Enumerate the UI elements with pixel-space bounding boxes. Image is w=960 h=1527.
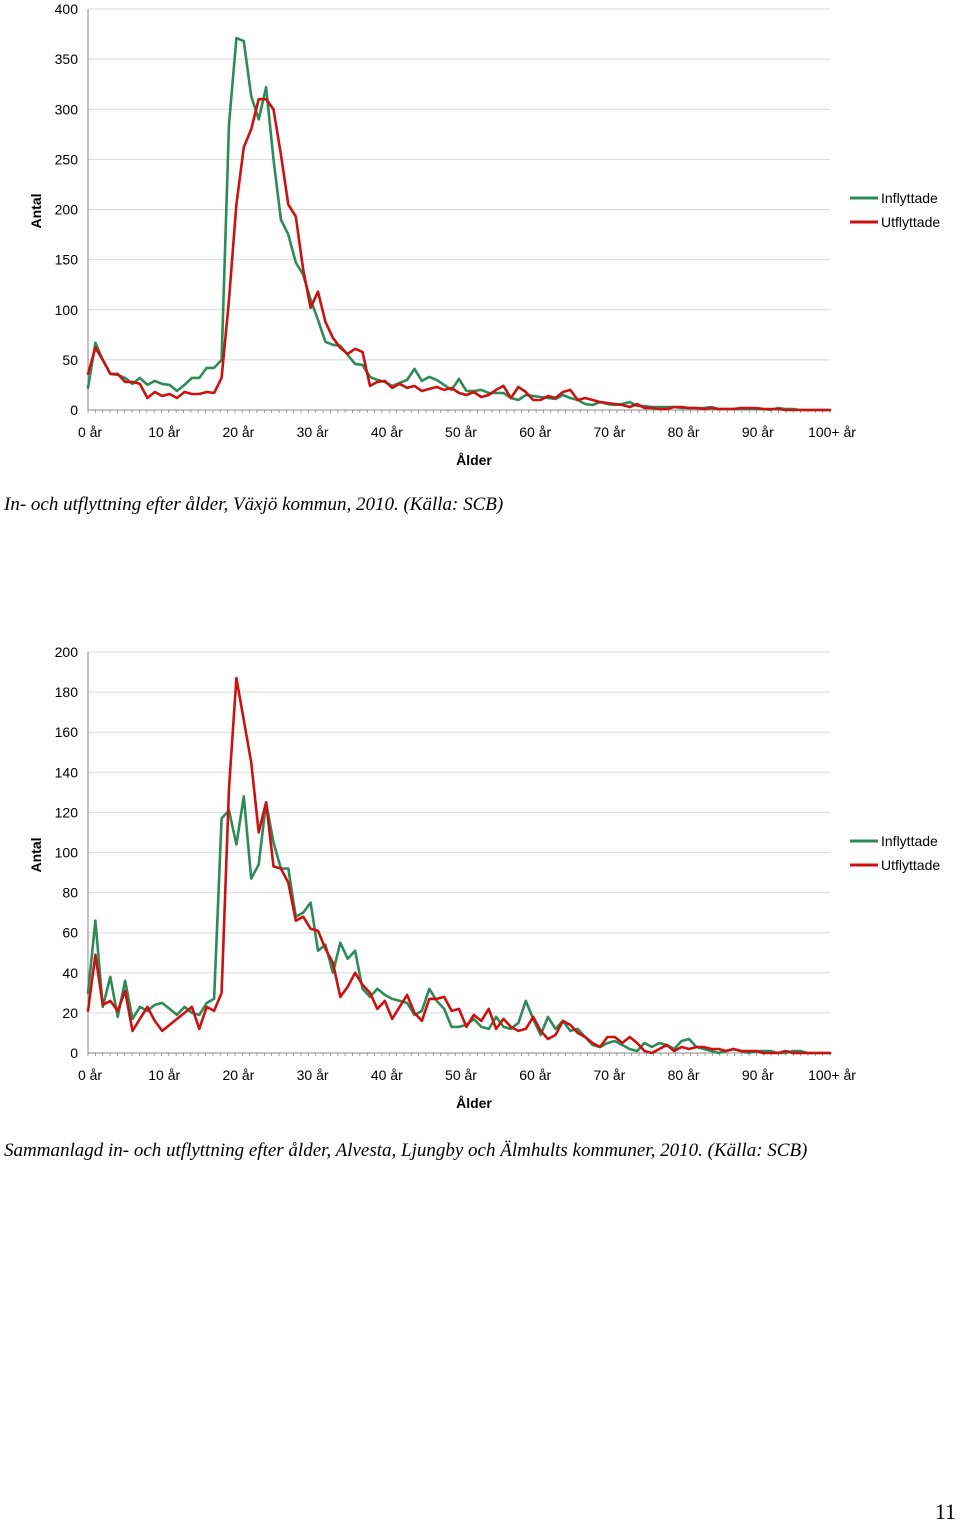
- chart-2-xtick-label: 30 år: [297, 1067, 329, 1083]
- chart-2-ytick-label: 200: [55, 644, 79, 660]
- chart-2-y-axis-title: Antal: [28, 838, 44, 873]
- chart-1-xtick-label: 100+ år: [808, 424, 856, 440]
- chart-2-xtick-label: 100+ år: [808, 1067, 856, 1083]
- chart-1-ytick-label: 400: [55, 1, 79, 17]
- chart-1-ytick-label: 100: [55, 302, 79, 318]
- chart-1-xtick-label: 20 år: [222, 424, 254, 440]
- chart-1-ytick-label: 50: [62, 352, 78, 368]
- chart-1-ytick-label: 250: [55, 151, 79, 167]
- chart-1-legend-label: Utflyttade: [881, 214, 940, 230]
- page-number: 11: [934, 1499, 956, 1524]
- chart-2-caption: Sammanlagd in- och utflyttning efter åld…: [4, 1140, 808, 1161]
- chart-1-xtick-label: 90 år: [742, 424, 774, 440]
- chart-2-ytick-label: 20: [62, 1005, 78, 1021]
- chart-2-legend-label: Utflyttade: [881, 857, 940, 873]
- chart-2-series-inflyttade: [86, 795, 832, 1055]
- chart-2-ytick-label: 80: [62, 885, 78, 901]
- chart-2-xtick-label: 10 år: [148, 1067, 180, 1083]
- chart-1-ytick-label: 350: [55, 51, 79, 67]
- chart-2-x-axis-title: Ålder: [456, 1095, 492, 1111]
- chart-2-ytick-label: 0: [70, 1045, 78, 1061]
- chart-1-series-inflyttade: [86, 36, 832, 412]
- chart-1-xtick-label: 10 år: [148, 424, 180, 440]
- chart-2-ytick-label: 100: [55, 845, 79, 861]
- chart-2-legend-label: Inflyttade: [881, 833, 938, 849]
- chart-2-xtick-label: 0 år: [78, 1067, 102, 1083]
- chart-1-xtick-label: 40 år: [371, 424, 403, 440]
- chart-2-series-utflyttade: [86, 676, 832, 1055]
- chart-2-ytick-label: 60: [62, 925, 78, 941]
- chart-1-legend-label: Inflyttade: [881, 190, 938, 206]
- chart-1-ytick-label: 200: [55, 202, 79, 218]
- chart-1-x-axis-title: Ålder: [456, 452, 492, 468]
- chart-2-xtick-label: 50 år: [445, 1067, 477, 1083]
- chart-2-xtick-label: 40 år: [371, 1067, 403, 1083]
- chart-2-xtick-label: 80 år: [668, 1067, 700, 1083]
- chart-2-xtick-label: 90 år: [742, 1067, 774, 1083]
- chart-2: 0 20 40 60 80 100 120 140 160 180 200 0 år 10 år 20 å…: [28, 644, 940, 1111]
- chart-1-xtick-label: 0 år: [78, 424, 102, 440]
- chart-1-xtick-label: 50 år: [445, 424, 477, 440]
- chart-1-xtick-label: 60 år: [519, 424, 551, 440]
- chart-2-ytick-label: 120: [55, 804, 79, 820]
- chart-2-xtick-label: 70 år: [593, 1067, 625, 1083]
- chart-2-ytick-label: 140: [55, 764, 79, 780]
- chart-1-ytick-label: 0: [70, 402, 78, 418]
- chart-1-xtick-label: 70 år: [593, 424, 625, 440]
- chart-1-y-axis-title: Antal: [28, 194, 44, 229]
- chart-1: 0 50 100 150 200 250 300 350 400 0 år 10 år 20 år 30…: [28, 1, 940, 468]
- chart-2-ytick-label: 160: [55, 724, 79, 740]
- chart-1-xtick-label: 30 år: [297, 424, 329, 440]
- chart-2-ytick-label: 40: [62, 965, 78, 981]
- chart-2-xtick-label: 60 år: [519, 1067, 551, 1083]
- chart-2-xtick-label: 20 år: [222, 1067, 254, 1083]
- chart-1-series-utflyttade: [86, 97, 832, 412]
- chart-1-caption: In- och utflyttning efter ålder, Växjö k…: [4, 494, 504, 515]
- chart-2-ytick-label: 180: [55, 684, 79, 700]
- chart-1-ytick-label: 150: [55, 252, 79, 268]
- chart-1-xtick-label: 80 år: [668, 424, 700, 440]
- chart-1-ytick-label: 300: [55, 101, 79, 117]
